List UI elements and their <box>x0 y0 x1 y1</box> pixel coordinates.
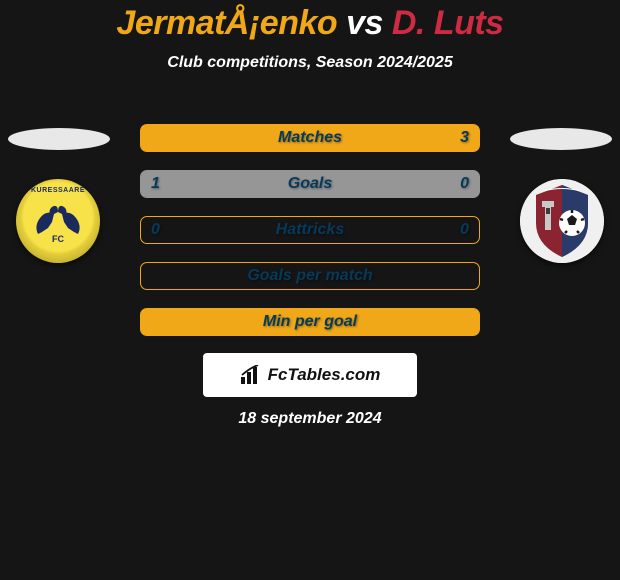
player2-platform <box>510 128 612 150</box>
stat-row: Goals per match <box>140 262 480 290</box>
stat-left-value: 1 <box>151 175 160 193</box>
stat-right-value: 0 <box>460 221 469 239</box>
stat-row: Min per goal <box>140 308 480 336</box>
stats-container: Matches3Goals10Hattricks00Goals per matc… <box>140 124 480 354</box>
subtitle: Club competitions, Season 2024/2025 <box>0 54 620 72</box>
stat-left-value: 0 <box>151 221 160 239</box>
stat-label: Min per goal <box>141 313 479 331</box>
stat-label: Hattricks <box>141 221 479 239</box>
fctables-label: FcTables.com <box>268 365 381 385</box>
stat-row: Goals1 0 <box>140 170 480 198</box>
club-badge-right <box>520 179 604 263</box>
stat-row: Hattricks0 0 <box>140 216 480 244</box>
stat-label: Goals per match <box>141 267 479 285</box>
club-badge-left: KURESSAARE FC <box>16 179 100 263</box>
bars-icon <box>240 365 262 385</box>
stat-right-value: 3 <box>460 129 469 147</box>
date-text: 18 september 2024 <box>0 410 620 428</box>
player1-name: JermatÅ¡enko <box>116 4 337 42</box>
griffin-icon: FC <box>16 179 100 263</box>
stat-row: Matches3 <box>140 124 480 152</box>
svg-text:FC: FC <box>52 234 64 244</box>
fctables-branding: FcTables.com <box>203 353 417 397</box>
page-title: JermatÅ¡enko vs D. Luts <box>0 0 620 40</box>
player2-name: D. Luts <box>392 4 504 42</box>
vs-text: vs <box>337 4 392 42</box>
player1-platform <box>8 128 110 150</box>
stat-label: Matches <box>141 129 479 147</box>
paide-crest-icon <box>520 179 604 263</box>
stat-right-value: 0 <box>460 175 469 193</box>
stat-label: Goals <box>141 175 479 193</box>
